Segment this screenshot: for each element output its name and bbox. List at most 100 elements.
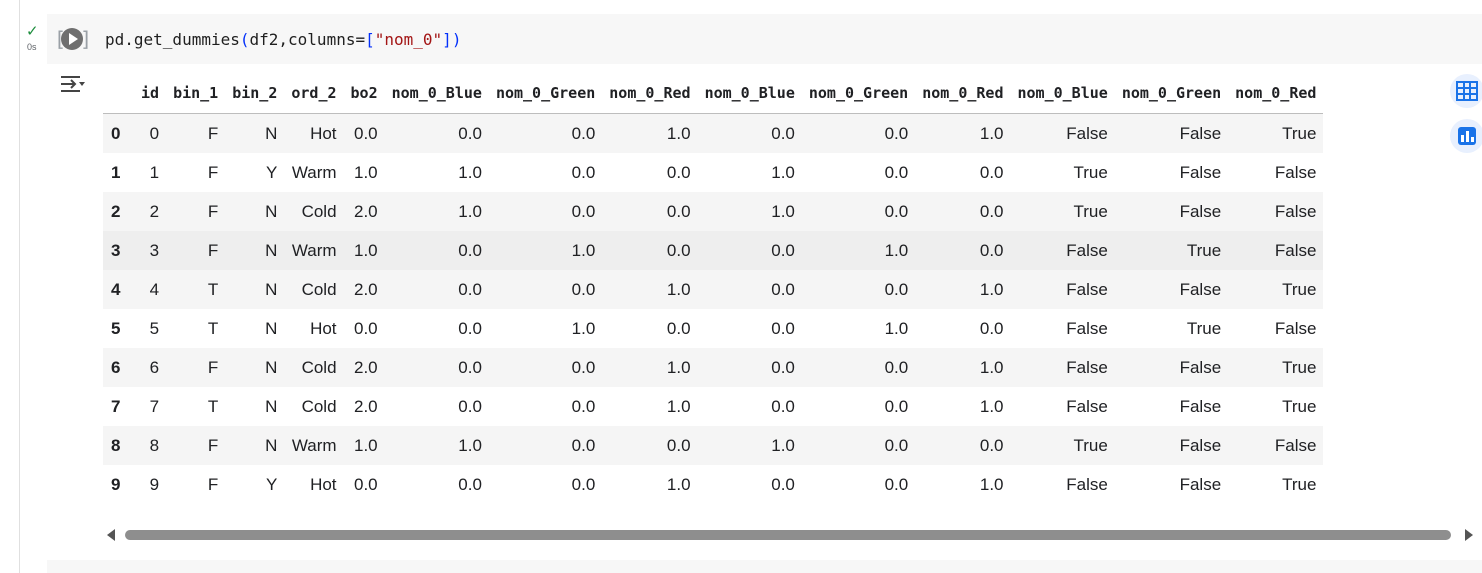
table-cell: False [1066,279,1108,299]
table-row: 3 3 F N Warm 1.0 0.0 1.0 0.0 0.0 1.0 0.0 False True Fa… [103,231,1324,270]
table-row: 5 5 T N Hot 0.0 0.0 1.0 0.0 0.0 1.0 0.0 False True Fal… [103,309,1323,348]
code-cell[interactable] [47,14,1482,64]
table-cell: 1.0 [979,123,1004,143]
chart-suggestion-button[interactable] [1450,119,1482,153]
table-cell: 0.0 [771,396,795,416]
table-cell: 1.0 [571,240,596,260]
play-icon [61,28,83,50]
table-cell: F [207,240,219,260]
table-cell: 1.0 [571,318,596,338]
code-bracket-open: [ [365,30,375,49]
scroll-left-arrow-icon[interactable] [107,529,115,541]
run-cell-button[interactable]: [ ] [54,26,92,52]
table-cell: True [1282,279,1317,299]
table-row: 0 0 F N Hot 0.0 0.0 0.0 1.0 0.0 0.0 1.0 False False Tr… [103,113,1324,153]
row-index: 6 [111,357,121,377]
table-cell: True [1282,474,1317,494]
table-cell: 0.0 [884,123,909,143]
code-paren-open: ( [239,30,250,49]
code-paren-close: ) [451,30,462,49]
table-cell: 0.0 [979,201,1004,221]
table-cell: True [1073,435,1108,455]
dataframe-table: id bin_1 bin_2 ord_2 bo2 nom_0_Blue nom_0_Gree… [103,73,1324,504]
table-cell: 0.0 [979,435,1004,455]
table-cell: True [1073,162,1108,182]
horizontal-scrollbar[interactable] [103,526,1476,544]
table-cell: 1.0 [884,318,909,338]
table-cell: 1.0 [979,279,1004,299]
table-cell: 0.0 [884,162,909,182]
table-cell: 1.0 [979,396,1004,416]
execution-time: 0s [27,42,37,52]
table-cell: 0.0 [771,240,795,260]
table-cell: False [1274,435,1317,455]
dataframe-output: id bin_1 bin_2 ord_2 bo2 nom_0_Blue nom_0_Gree… [103,73,1434,506]
table-cell: False [1066,474,1108,494]
code-function: pd.get_dummies [105,30,240,49]
table-cell: 0.0 [571,279,596,299]
table-cell: 1.0 [771,162,795,182]
table-cell: F [207,474,219,494]
table-cell: N [265,357,278,377]
table-cell: N [265,396,278,416]
column-header: nom_0_Red [609,84,691,102]
table-cell: 1.0 [666,357,691,377]
table-cell: F [207,123,219,143]
table-view-icon [1456,81,1478,101]
table-cell: 2 [149,201,160,221]
table-cell: 1.0 [666,279,691,299]
table-cell: 8 [149,435,160,455]
table-cell: 0.0 [571,123,596,143]
column-header: id [141,84,160,102]
table-cell: N [265,435,278,455]
table-cell: Hot [310,123,337,143]
table-cell: False [1066,396,1108,416]
table-cell: Warm [291,162,337,182]
row-index: 8 [111,435,121,455]
table-cell: 0.0 [571,162,596,182]
table-cell: 1.0 [666,474,691,494]
column-header: nom_0_Green [1121,84,1222,102]
table-cell: True [1073,201,1108,221]
table-cell: 0.0 [884,396,909,416]
table-cell: N [265,279,278,299]
table-cell: 0.0 [571,474,596,494]
table-cell: 0.0 [571,435,596,455]
table-cell: Cold [301,396,337,416]
row-index: 0 [111,123,121,143]
table-cell: False [1179,474,1222,494]
column-header: nom_0_Blue [704,84,795,102]
column-header: nom_0_Blue [391,84,482,102]
table-cell: 2.0 [353,201,378,221]
table-cell: 0.0 [666,240,691,260]
scroll-right-arrow-icon[interactable] [1465,529,1473,541]
table-cell: True [1282,396,1317,416]
next-cell[interactable] [47,560,1482,573]
table-cell: 2.0 [353,279,378,299]
table-row: 4 4 T N Cold 2.0 0.0 0.0 1.0 0.0 0.0 1.0 False False T… [103,270,1324,309]
table-cell: 0.0 [666,201,691,221]
scrollbar-thumb[interactable] [125,530,1451,540]
row-index: 9 [111,474,121,494]
table-cell: N [265,318,278,338]
row-index: 2 [111,201,121,221]
table-cell: 0.0 [353,123,378,143]
table-cell: 2.0 [353,396,378,416]
table-cell: 0.0 [771,357,795,377]
table-cell: T [207,396,219,416]
table-cell: 0.0 [353,474,378,494]
output-collapse-icon[interactable] [58,72,88,98]
code-editor[interactable]: pd.get_dummies(df2,columns=["nom_0"]) [105,29,461,51]
table-cell: Cold [301,357,337,377]
table-cell: N [265,240,278,260]
table-cell: F [207,201,219,221]
table-cell: False [1179,357,1222,377]
table-view-button[interactable] [1450,74,1482,108]
table-cell: 0 [149,123,160,143]
table-cell: F [207,435,219,455]
table-cell: 5 [149,318,160,338]
table-cell: False [1274,240,1317,260]
table-cell: 1.0 [771,435,795,455]
table-cell: False [1179,123,1222,143]
column-header: nom_0_Red [1235,84,1317,102]
